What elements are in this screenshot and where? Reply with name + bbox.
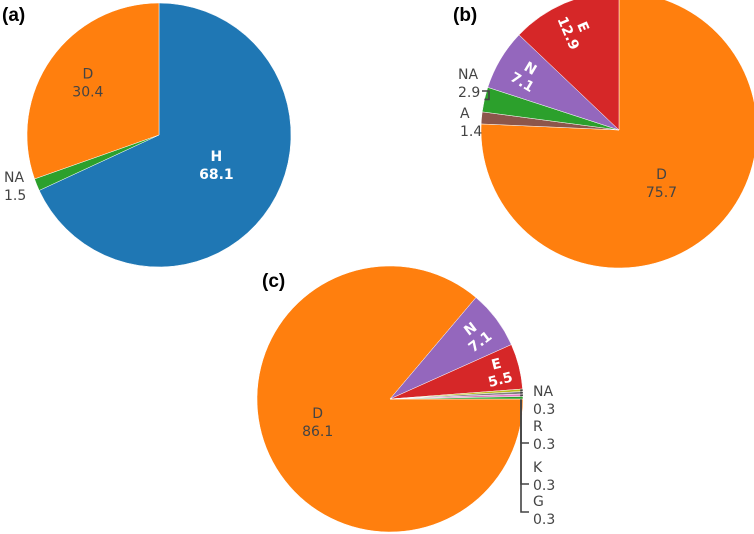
slice-label-e: E5.5 (487, 356, 515, 391)
svg-text:0.3: 0.3 (533, 478, 555, 494)
svg-text:E: E (490, 356, 503, 374)
svg-text:1.4: 1.4 (460, 124, 482, 140)
svg-text:5.5: 5.5 (487, 369, 515, 391)
slice-label-d: D 30.4 (72, 67, 103, 101)
slice-label-na: NA 2.9 (458, 67, 480, 101)
svg-text:30.4: 30.4 (72, 85, 103, 101)
slice-label-na: NA 1.5 (4, 170, 26, 204)
svg-text:86.1: 86.1 (302, 424, 333, 440)
slice-label-d: D 75.7 (646, 167, 677, 201)
slice-label-h: H 68.1 (199, 149, 234, 183)
svg-text:0.3: 0.3 (533, 512, 555, 528)
slice-label-na: NA 0.3 (533, 384, 555, 418)
svg-text:G: G (533, 494, 544, 510)
pie-chart-a: H 68.1 NA 1.5 D 30.4 (4, 2, 292, 268)
svg-text:D: D (82, 67, 93, 83)
slice-label-r: R 0.3 (533, 419, 555, 453)
pie-slice-na (389, 396, 524, 400)
svg-text:H: H (211, 149, 223, 165)
svg-text:D: D (656, 167, 667, 183)
pie-slice-h (38, 2, 292, 268)
svg-text:R: R (533, 419, 543, 435)
svg-text:K: K (533, 460, 543, 476)
slice-label-a: A 1.4 (460, 106, 482, 140)
panel-label-a: (a) (2, 5, 25, 26)
svg-text:75.7: 75.7 (646, 185, 677, 201)
svg-text:A: A (460, 106, 470, 122)
leader-line-r (520, 394, 529, 444)
svg-text:NA: NA (458, 67, 478, 83)
leader-line-na (482, 90, 490, 101)
panel-label-b: (b) (453, 5, 477, 26)
pie-slice-d (26, 2, 160, 180)
svg-text:1.5: 1.5 (4, 188, 26, 204)
svg-text:NA: NA (4, 170, 24, 186)
pie-slice-d (480, 0, 754, 269)
slice-label-g: G 0.3 (533, 494, 555, 528)
svg-text:68.1: 68.1 (199, 167, 234, 183)
panel-label-c: (c) (262, 271, 285, 292)
svg-text:NA: NA (533, 384, 553, 400)
svg-text:0.3: 0.3 (533, 402, 555, 418)
pie-slice-e (518, 0, 620, 131)
slice-label-k: K 0.3 (533, 460, 555, 494)
svg-text:2.9: 2.9 (458, 85, 480, 101)
svg-text:D: D (312, 406, 323, 422)
svg-text:0.3: 0.3 (533, 437, 555, 453)
slice-label-d: D 86.1 (302, 406, 333, 440)
